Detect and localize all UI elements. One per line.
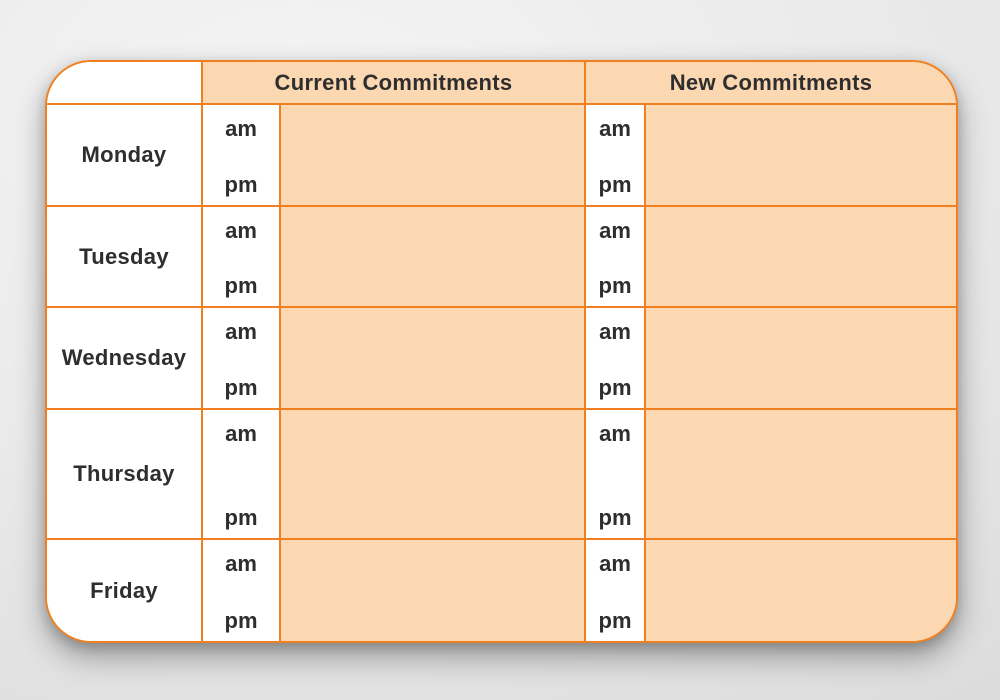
entry-current-thursday [281,410,586,540]
entry-new-wednesday [646,308,956,410]
entry-current-friday [281,540,586,641]
day-label-wednesday: Wednesday [47,308,203,410]
pm-label: pm [224,608,258,633]
pm-label: pm [224,172,258,197]
corner-cell [47,62,203,105]
ampm-cell-current-thursday: am pm [203,410,281,540]
am-label: am [225,551,257,576]
ampm-cell-current-friday: am pm [203,540,281,641]
header-new-commitments: New Commitments [586,62,956,105]
pm-label: pm [598,172,632,197]
ampm-cell-new-thursday: am pm [586,410,646,540]
day-label-friday: Friday [47,540,203,641]
entry-current-wednesday [281,308,586,410]
entry-current-tuesday [281,207,586,308]
pm-label: pm [224,375,258,400]
am-label: am [225,116,257,141]
ampm-cell-current-wednesday: am pm [203,308,281,410]
ampm-cell-new-wednesday: am pm [586,308,646,410]
ampm-cell-current-tuesday: am pm [203,207,281,308]
entry-new-friday [646,540,956,641]
pm-label: pm [224,505,258,530]
pm-label: pm [598,505,632,530]
pm-label: pm [598,375,632,400]
entry-new-thursday [646,410,956,540]
day-label-tuesday: Tuesday [47,207,203,308]
ampm-cell-new-monday: am pm [586,105,646,207]
entry-current-monday [281,105,586,207]
day-label-thursday: Thursday [47,410,203,540]
am-label: am [599,551,631,576]
ampm-cell-new-friday: am pm [586,540,646,641]
am-label: am [225,421,257,446]
day-label-monday: Monday [47,105,203,207]
planner-card: Current Commitments New Commitments Mond… [45,60,958,643]
am-label: am [225,319,257,344]
am-label: am [599,116,631,141]
entry-new-tuesday [646,207,956,308]
am-label: am [225,218,257,243]
ampm-cell-new-tuesday: am pm [586,207,646,308]
am-label: am [599,319,631,344]
am-label: am [599,218,631,243]
header-current-commitments: Current Commitments [203,62,586,105]
pm-label: pm [598,273,632,298]
entry-new-monday [646,105,956,207]
ampm-cell-current-monday: am pm [203,105,281,207]
am-label: am [599,421,631,446]
pm-label: pm [224,273,258,298]
pm-label: pm [598,608,632,633]
